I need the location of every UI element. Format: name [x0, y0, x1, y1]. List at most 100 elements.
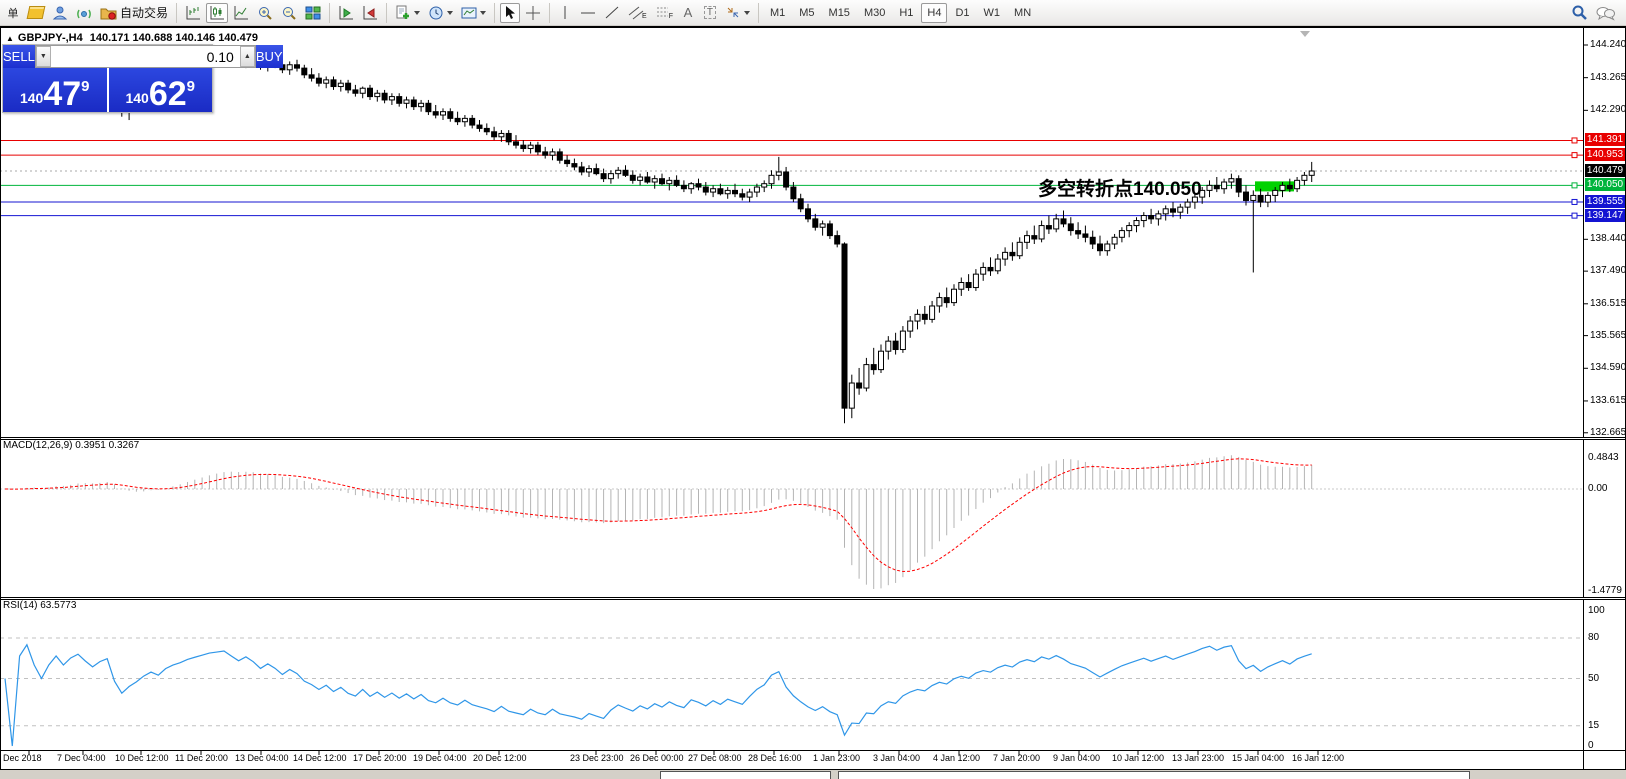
price-level-label: 139.555 [1585, 194, 1625, 208]
line-chart-button[interactable] [230, 3, 252, 23]
chart-annotation-text[interactable]: 多空转折点140.050 [1038, 179, 1202, 200]
timeframe-m1-button[interactable]: M1 [769, 6, 786, 19]
candle-body [367, 87, 373, 98]
pane-splitter-macd[interactable] [0, 437, 1626, 440]
buy-price-main: 62 [148, 75, 187, 113]
rsi-axis-label: 50 [1588, 672, 1600, 684]
candle-body [1024, 235, 1030, 243]
time-axis-label: 13 Jan 23:00 [1172, 753, 1225, 763]
autotrading-icon [100, 8, 117, 20]
candle-body [1191, 196, 1198, 203]
candle-body [1286, 184, 1293, 190]
buy-button[interactable]: BUY [255, 45, 283, 68]
dropdown-caret [743, 10, 750, 15]
chart-symbol-period: GBPJPY-,H4 [17, 32, 83, 44]
time-axis-label: 16 Jan 12:00 [1292, 753, 1345, 763]
chat-button[interactable] [1593, 3, 1618, 23]
crosshair-button[interactable] [522, 3, 544, 23]
candle-body [600, 173, 607, 180]
price-axis-border [1583, 28, 1584, 770]
macd-label: MACD(12,26,9) 0.3951 0.3267 [3, 440, 140, 451]
candle-body [972, 273, 979, 289]
price-level-label: 140.050 [1585, 178, 1625, 192]
sell-button[interactable]: SELL [3, 45, 35, 68]
price-tick-label: 143.265 [1590, 71, 1626, 83]
timeframe-d1-button[interactable]: D1 [955, 6, 970, 19]
time-axis-label: 26 Dec 00:00 [630, 753, 684, 763]
sell-quote[interactable]: 140 47 9 [3, 68, 107, 112]
timeframe-h1-button[interactable]: H1 [899, 6, 914, 19]
time-axis-border [0, 750, 1626, 751]
candlestick-chart-button[interactable] [206, 2, 229, 23]
cursor-button[interactable] [500, 2, 521, 23]
profile-button[interactable] [49, 3, 71, 23]
candle-body [381, 92, 388, 101]
timeframe-m30-button[interactable]: M30 [863, 6, 886, 19]
candlestick-chart-icon [210, 5, 225, 19]
candle-body [644, 176, 651, 183]
candle-body [564, 159, 571, 165]
candle-body [337, 82, 344, 88]
timeframe-h4-button[interactable]: H4 [921, 2, 948, 23]
horizontal-line-button[interactable] [577, 3, 599, 23]
chart-title: ▲ GBPJPY-,H4 140.171 140.688 140.146 140… [6, 32, 258, 44]
candle-body [863, 364, 870, 389]
timeframe-m5-button[interactable]: M5 [799, 6, 815, 19]
macd-main-value: 0.3951 [75, 440, 106, 451]
templates-button[interactable] [458, 3, 489, 23]
channel-button[interactable]: E [625, 3, 650, 23]
auto-scroll-button[interactable] [335, 3, 357, 23]
cursor-icon [506, 6, 516, 19]
candle-body [936, 297, 943, 307]
highlight-rectangle [1255, 181, 1294, 192]
chart-shift-marker[interactable] [1300, 31, 1310, 37]
candle-body [710, 188, 717, 193]
candle-body [286, 64, 293, 71]
fibonacci-button[interactable]: F [652, 3, 676, 23]
volume-increase-button[interactable]: ▲ [239, 46, 255, 67]
volume-decrease-button[interactable]: ▼ [35, 46, 51, 67]
zoom-in-button[interactable] [254, 3, 276, 23]
zoom-out-button[interactable] [278, 3, 300, 23]
order-book-button[interactable] [25, 3, 47, 23]
window-border-top [0, 26, 1626, 28]
vertical-line-button[interactable] [555, 3, 575, 23]
buy-quote[interactable]: 140 62 9 [108, 68, 212, 113]
candle-body [797, 198, 804, 210]
candle-body [1155, 213, 1162, 220]
candle-body [958, 282, 965, 290]
periods-button[interactable] [425, 3, 456, 23]
candle-body [637, 176, 644, 181]
time-axis-label: 23 Dec 23:00 [570, 753, 624, 763]
candle-body [629, 174, 636, 181]
candle-body [1235, 178, 1242, 193]
dropdown-caret [480, 10, 487, 15]
autotrading-button[interactable]: 自动交易 [97, 3, 171, 23]
candle-body [432, 111, 439, 116]
time-axis-label: 27 Dec 08:00 [688, 753, 742, 763]
volume-input[interactable] [50, 46, 240, 67]
bar-chart-button[interactable] [182, 3, 204, 23]
add-indicator-button[interactable] [392, 3, 423, 23]
signal-button[interactable] [73, 3, 95, 23]
chat-icon [1596, 6, 1615, 21]
channel-glyph: E [642, 12, 647, 20]
tile-windows-button[interactable] [302, 3, 324, 23]
macd-axis-label: -1.4779 [1588, 585, 1622, 596]
text-label-button[interactable]: T [700, 3, 720, 23]
background-window-edge[interactable] [838, 771, 1470, 779]
chart-canvas[interactable] [0, 28, 1626, 779]
timeframe-mn-button[interactable]: MN [1014, 6, 1032, 19]
trendline-button[interactable] [601, 3, 623, 23]
timeframe-w1-button[interactable]: W1 [983, 6, 1001, 19]
timeframe-m15-button[interactable]: M15 [828, 6, 850, 19]
arrows-button[interactable] [722, 3, 753, 23]
new-order-button[interactable]: 单 [7, 7, 19, 20]
text-button[interactable]: A [678, 3, 698, 23]
panel-collapse-arrow[interactable]: ▲ [6, 33, 14, 43]
pane-splitter-rsi[interactable] [0, 597, 1626, 600]
search-button[interactable] [1568, 3, 1591, 23]
chart-shift-button[interactable] [359, 3, 381, 23]
background-window-edge[interactable] [660, 771, 831, 779]
candle-body [345, 82, 352, 91]
